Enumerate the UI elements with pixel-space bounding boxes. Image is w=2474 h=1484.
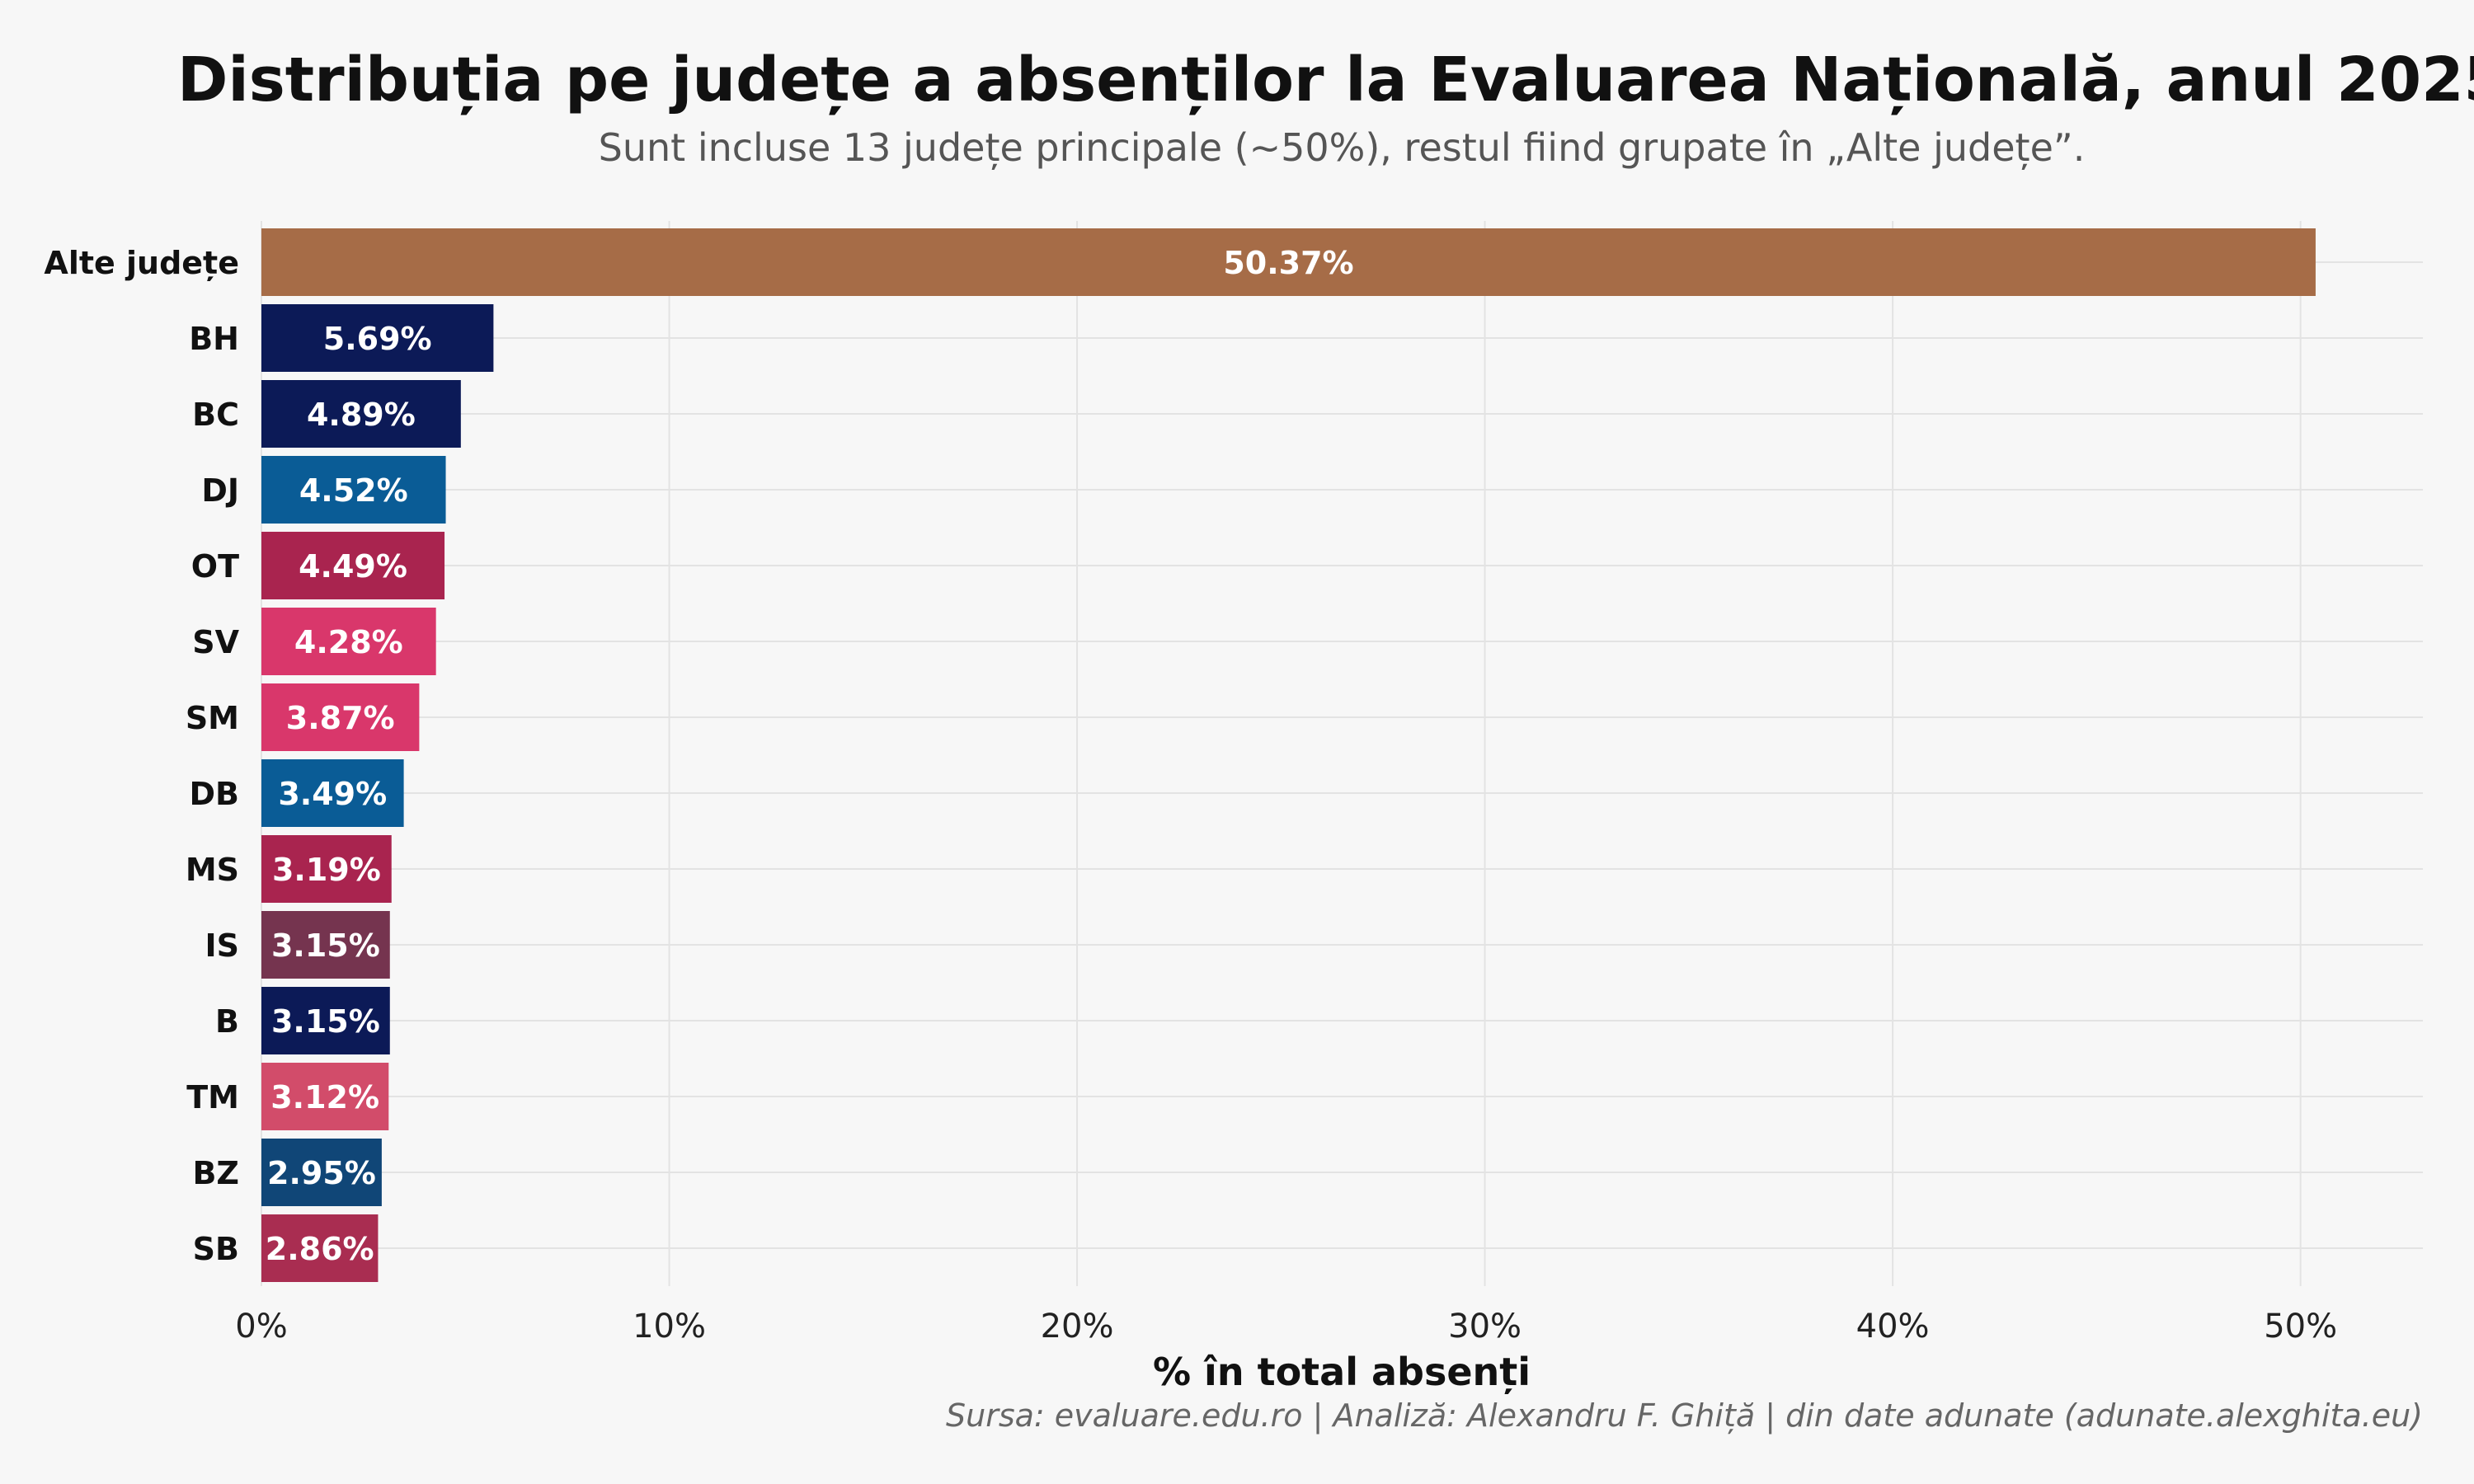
value-label-4: 4.49% bbox=[299, 548, 407, 585]
x-tick-label-5: 50% bbox=[2264, 1308, 2337, 1345]
category-label-12: BZ bbox=[192, 1155, 239, 1191]
gridlines bbox=[261, 221, 2423, 1286]
x-axis-ticks: 0% 10% 20% 30% 40% 50% bbox=[235, 1308, 2337, 1345]
bar-1 bbox=[261, 304, 494, 372]
category-label-10: B bbox=[215, 1003, 239, 1040]
bar-6 bbox=[261, 683, 420, 751]
category-label-3: DJ bbox=[201, 472, 239, 509]
value-label-7: 3.49% bbox=[278, 776, 387, 812]
value-label-1: 5.69% bbox=[323, 321, 432, 357]
bar-8 bbox=[261, 835, 392, 903]
category-label-6: SM bbox=[186, 700, 239, 736]
bar-0 bbox=[261, 228, 2316, 296]
chart-subtitle: Sunt incluse 13 județe principale (~50%)… bbox=[599, 125, 2086, 171]
category-label-11: TM bbox=[186, 1079, 239, 1115]
value-label-8: 3.19% bbox=[272, 852, 381, 888]
category-label-9: IS bbox=[205, 928, 239, 964]
bar-4 bbox=[261, 532, 445, 599]
value-label-9: 3.15% bbox=[271, 928, 380, 964]
bar-7 bbox=[261, 759, 404, 827]
category-label-2: BC bbox=[192, 397, 239, 433]
category-label-0: Alte județe bbox=[44, 245, 239, 281]
value-label-10: 3.15% bbox=[271, 1003, 380, 1040]
category-label-4: OT bbox=[191, 548, 239, 585]
x-axis-label: % în total absenți bbox=[1153, 1350, 1531, 1394]
bar-11 bbox=[261, 1063, 389, 1130]
value-label-6: 3.87% bbox=[286, 700, 395, 736]
source-caption: Sursa: evaluare.edu.ro | Analiză: Alexan… bbox=[946, 1397, 2423, 1435]
category-label-8: MS bbox=[186, 852, 239, 888]
category-label-13: SB bbox=[193, 1231, 239, 1267]
category-label-5: SV bbox=[192, 624, 239, 660]
chart-title: Distribuția pe județe a absenților la Ev… bbox=[177, 45, 2474, 115]
category-label-1: BH bbox=[189, 321, 239, 357]
bar-3 bbox=[261, 456, 446, 524]
value-labels: 50.37% 5.69% 4.89% 4.52% 4.49% 4.28% 3.87% 3.49… bbox=[266, 245, 1354, 1267]
x-tick-label-3: 30% bbox=[1448, 1308, 1522, 1345]
category-label-7: DB bbox=[189, 776, 239, 812]
bar-9 bbox=[261, 911, 390, 979]
x-tick-label-1: 10% bbox=[633, 1308, 706, 1345]
bars bbox=[261, 228, 2316, 1282]
bar-13 bbox=[261, 1214, 379, 1282]
bar-5 bbox=[261, 608, 436, 675]
value-label-13: 2.86% bbox=[266, 1231, 374, 1267]
value-label-0: 50.37% bbox=[1223, 245, 1353, 281]
category-labels: Alte județe BH BC DJ OT SV SM DB MS IS B TM BZ SB bbox=[44, 245, 239, 1267]
value-label-11: 3.12% bbox=[270, 1079, 379, 1115]
bar-2 bbox=[261, 380, 461, 448]
value-label-12: 2.95% bbox=[267, 1155, 376, 1191]
x-tick-label-4: 40% bbox=[1856, 1308, 1930, 1345]
value-label-5: 4.28% bbox=[294, 624, 403, 660]
bar-10 bbox=[261, 987, 390, 1054]
x-tick-label-2: 20% bbox=[1041, 1308, 1114, 1345]
value-label-3: 4.52% bbox=[299, 472, 408, 509]
x-tick-label-0: 0% bbox=[235, 1308, 287, 1345]
bar-12 bbox=[261, 1139, 382, 1206]
value-label-2: 4.89% bbox=[307, 397, 416, 433]
